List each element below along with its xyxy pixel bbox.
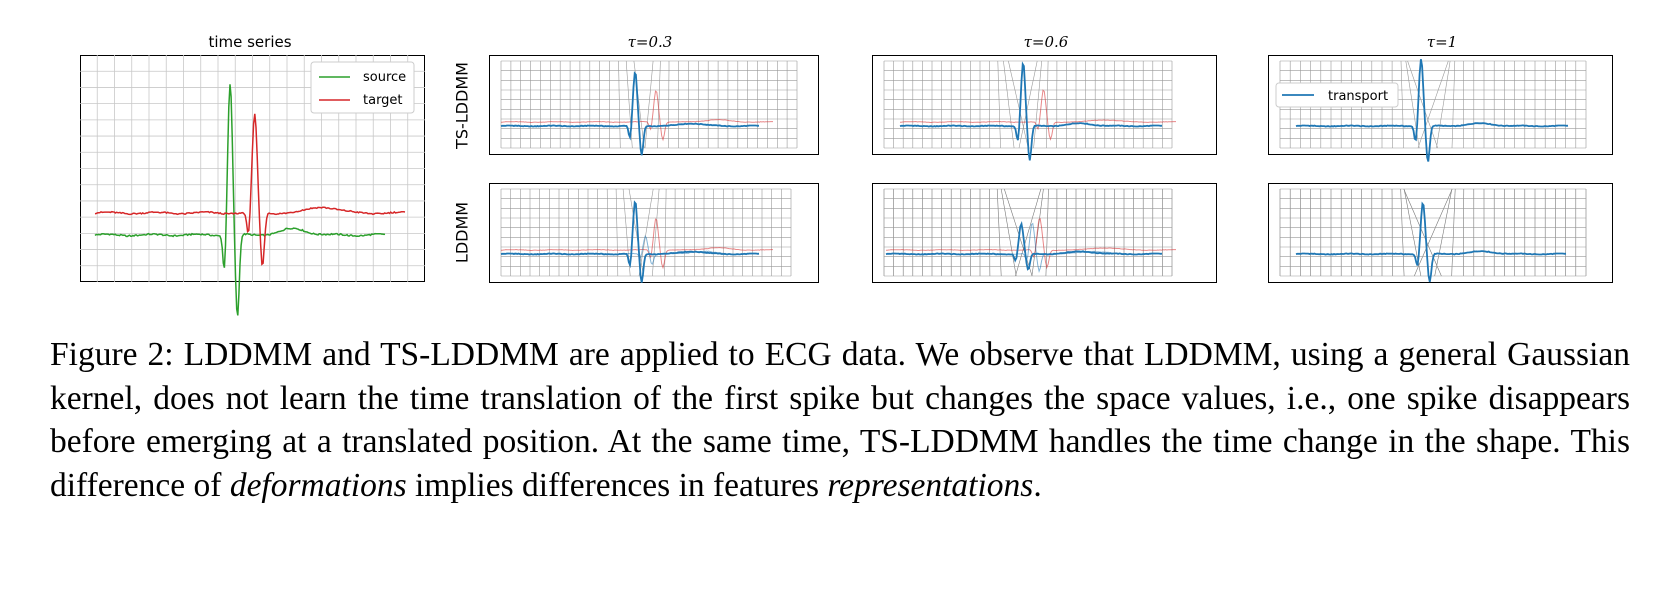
lddmm-tau-1-panel [1268, 183, 1613, 283]
transport-legend: transport [1275, 82, 1399, 108]
deformed-grid [500, 60, 798, 149]
ts-lddmm-tau-1-panel: transport [1268, 55, 1613, 162]
tau-1-label: τ=1 [1426, 33, 1458, 51]
caption-text-1: Figure 2: LDDMM and TS-LDDMM are applied… [50, 336, 1630, 504]
deformed-grid [500, 188, 792, 277]
lddmm-tau-06-panel [872, 183, 1217, 283]
source-series [94, 84, 386, 316]
panel-frame [872, 55, 1217, 155]
row-label-lddmm: LDDMM [452, 201, 472, 264]
time-series-title: time series [208, 33, 292, 51]
time-series-legend: source target [310, 61, 415, 114]
deformed-grid [883, 188, 1173, 277]
figure-caption: Figure 2: LDDMM and TS-LDDMM are applied… [50, 333, 1630, 507]
ts-lddmm-tau-03-panel [489, 55, 819, 156]
target-series [886, 217, 1176, 270]
panel-frame [872, 183, 1217, 283]
tau-03-title: τ=0.3 [580, 33, 720, 51]
transport-series [899, 61, 1163, 161]
tau-06-label: τ=0.6 [1023, 33, 1069, 51]
target-series [501, 218, 773, 270]
target-series [501, 90, 773, 142]
transport-series [1295, 201, 1567, 283]
legend-transport-label: transport [1328, 89, 1388, 104]
legend-box [1275, 82, 1399, 108]
ts-lddmm-tau-06-panel [872, 55, 1217, 161]
target-series [94, 113, 406, 266]
caption-emphasis-representations: representations [827, 466, 1034, 504]
legend-source-label: source [363, 70, 406, 85]
row-label-ts-lddmm: TS-LDDMM [452, 62, 472, 149]
lddmm-tau-03-panel [489, 183, 819, 283]
target-series [900, 89, 1176, 141]
transport-series [885, 221, 1163, 271]
transport-series [500, 200, 760, 283]
caption-text-2: implies differences in features [406, 466, 828, 504]
tau-06-title: τ=0.6 [976, 33, 1116, 51]
tau-1-title: τ=1 [1372, 33, 1512, 51]
tau-03-label: τ=0.3 [627, 33, 673, 51]
legend-target-label: target [363, 93, 403, 108]
transport-series [500, 71, 760, 156]
transport-series [1295, 59, 1569, 162]
panel-frame [1268, 183, 1613, 283]
caption-text-3: . [1033, 466, 1042, 504]
time-series-panel: source target [80, 55, 425, 316]
caption-emphasis-deformations: deformations [229, 466, 407, 504]
deformed-grid [1279, 188, 1587, 277]
